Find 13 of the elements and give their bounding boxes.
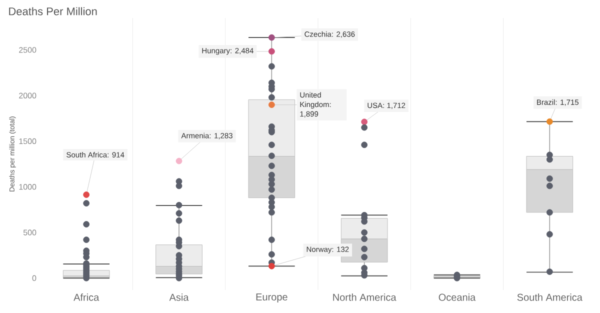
y-tick-label: 2000 — [19, 92, 36, 98]
chart-title: Deaths Per Million — [9, 7, 97, 16]
y-tick-label: 0 — [32, 275, 36, 281]
x-tick-label: Europe — [256, 294, 288, 302]
y-tick-label: 1000 — [19, 184, 36, 190]
x-tick-label: Africa — [74, 294, 100, 301]
x-tick-label: Oceania — [438, 294, 476, 301]
y-tick-label: 500 — [23, 230, 36, 236]
x-tick-label: North America — [333, 294, 396, 301]
y-tick-label: 1500 — [19, 138, 36, 144]
y-tick-label: 2500 — [19, 47, 36, 53]
x-tick-label: Asia — [169, 294, 189, 301]
x-tick-label: South America — [517, 294, 582, 301]
